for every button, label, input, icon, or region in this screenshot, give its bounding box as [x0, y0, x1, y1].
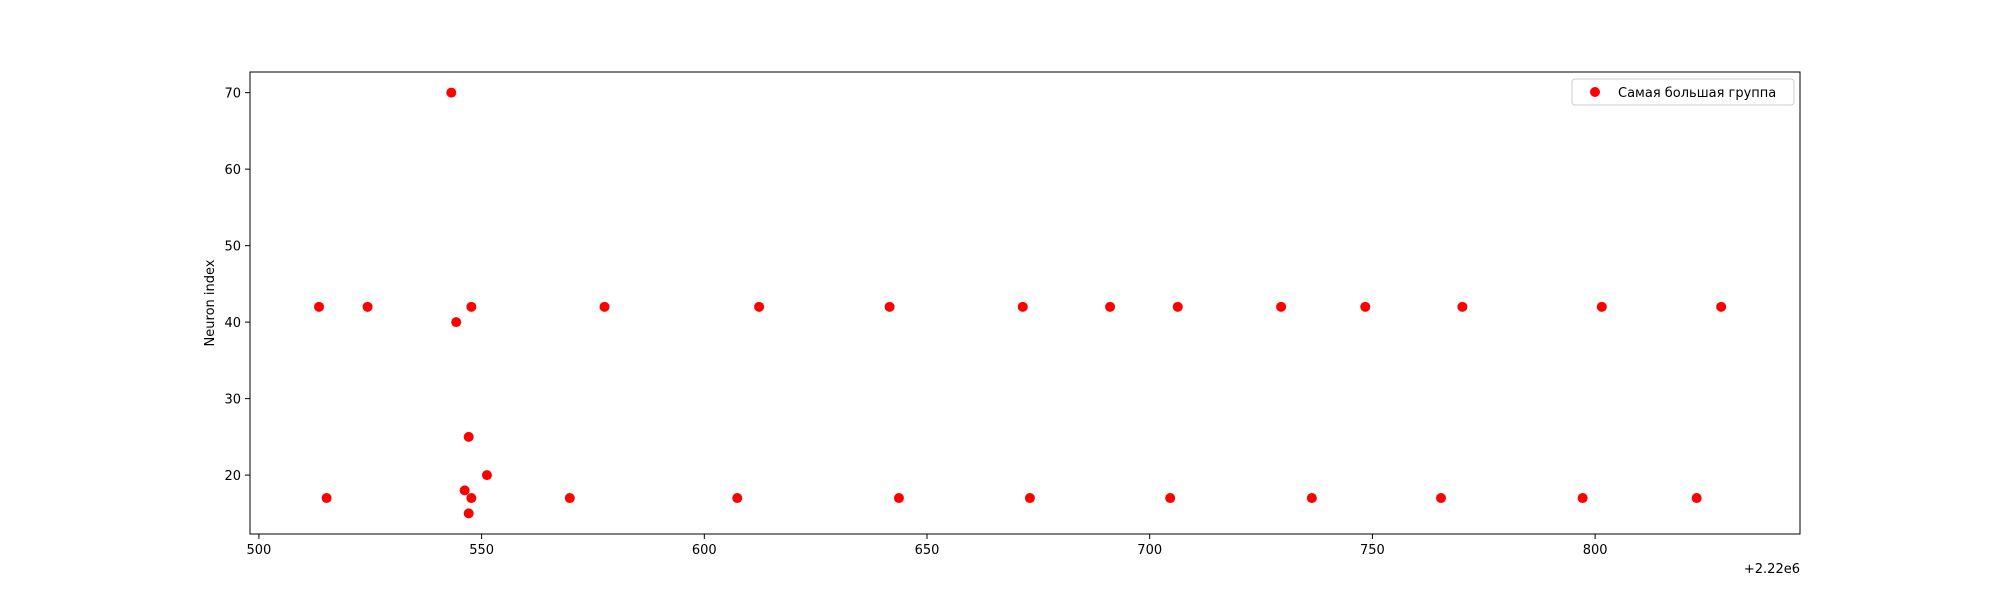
- y-tick-label-70: 70: [224, 87, 241, 102]
- x-tick-label-550: 550: [469, 543, 494, 558]
- x-tick-label-800: 800: [1583, 543, 1608, 558]
- x-tick-label-600: 600: [692, 543, 717, 558]
- y-tick-label-60: 60: [224, 163, 241, 178]
- data-point-0-13: [732, 493, 743, 504]
- data-point-0-20: [1165, 493, 1176, 504]
- legend: Самая большая группа: [1571, 78, 1795, 106]
- data-point-0-8: [466, 493, 477, 504]
- data-point-0-18: [1024, 493, 1035, 504]
- legend-label: Самая большая группа: [1618, 86, 1776, 101]
- y-tick-label-50: 50: [224, 240, 241, 255]
- data-point-0-10: [481, 470, 492, 481]
- x-tick-label-700: 700: [1137, 543, 1162, 558]
- x-tick-label-750: 750: [1360, 543, 1385, 558]
- y-tick-label-20: 20: [224, 469, 241, 484]
- x-axis-offset-label: +2.22e6: [1744, 562, 1800, 577]
- data-point-0-15: [884, 301, 895, 312]
- data-point-0-24: [1360, 301, 1371, 312]
- data-point-0-12: [599, 301, 610, 312]
- x-tick-label-650: 650: [915, 543, 940, 558]
- data-point-0-6: [463, 431, 474, 442]
- data-point-0-2: [362, 301, 373, 312]
- data-point-0-14: [754, 301, 765, 312]
- data-point-0-5: [459, 485, 470, 496]
- data-point-0-7: [463, 508, 474, 519]
- data-point-0-22: [1276, 301, 1287, 312]
- x-axis-ticks: 500 550 600 650 700 750 800: [246, 534, 1608, 558]
- data-point-0-9: [466, 301, 477, 312]
- data-point-0-4: [451, 317, 462, 328]
- data-point-0-3: [446, 87, 457, 98]
- x-tick-label-500: 500: [246, 543, 271, 558]
- data-point-0-17: [1017, 301, 1028, 312]
- data-point-0-30: [1716, 301, 1727, 312]
- y-axis-label: Neuron index: [203, 259, 218, 346]
- data-point-0-19: [1105, 301, 1116, 312]
- data-points: [314, 87, 1727, 519]
- y-tick-label-40: 40: [224, 316, 241, 331]
- data-point-0-29: [1691, 493, 1702, 504]
- y-axis-ticks: 20 30 40 50 60 70: [224, 87, 250, 484]
- data-point-0-25: [1436, 493, 1447, 504]
- data-point-0-23: [1306, 493, 1317, 504]
- legend-box: [1571, 78, 1795, 106]
- data-point-0-26: [1457, 301, 1468, 312]
- data-point-0-0: [314, 301, 325, 312]
- data-point-0-11: [564, 493, 575, 504]
- data-point-0-1: [321, 493, 332, 504]
- data-point-0-16: [893, 493, 904, 504]
- data-point-0-28: [1596, 301, 1607, 312]
- data-point-0-27: [1577, 493, 1588, 504]
- y-tick-label-30: 30: [224, 393, 241, 408]
- plot-frame: [249, 71, 1801, 535]
- data-point-0-21: [1172, 301, 1183, 312]
- legend-marker: [1590, 87, 1600, 97]
